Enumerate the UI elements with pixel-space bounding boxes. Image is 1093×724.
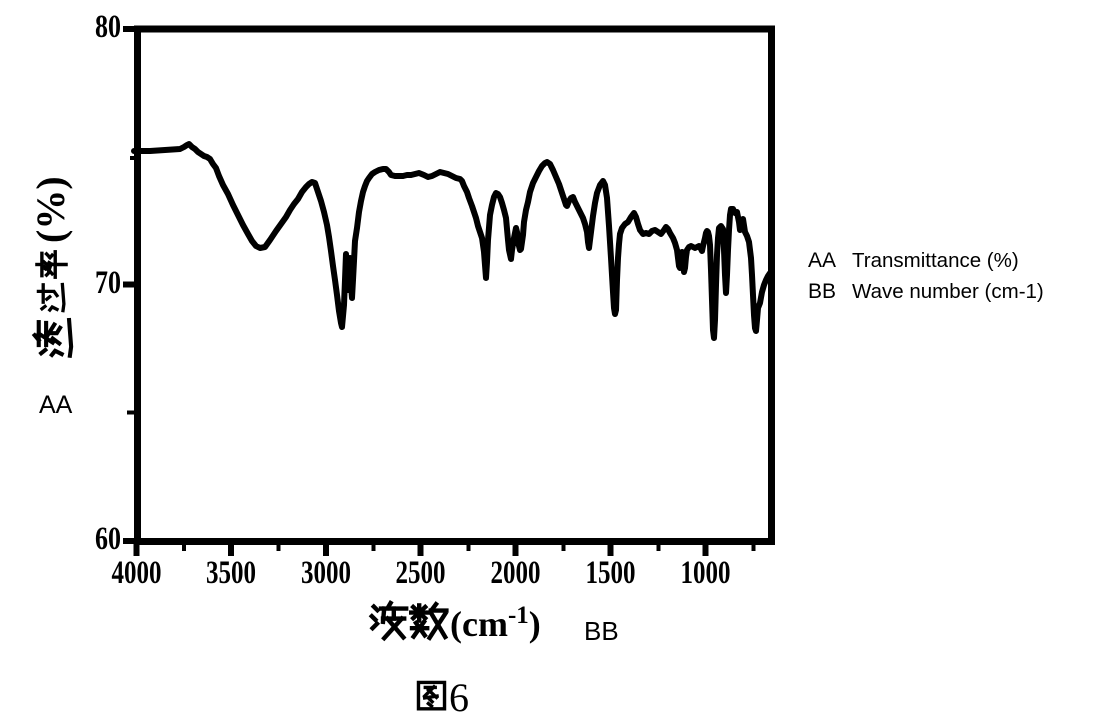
svg-text:2500: 2500 bbox=[396, 555, 446, 591]
svg-text:70: 70 bbox=[95, 265, 121, 301]
svg-text:AA: AA bbox=[808, 249, 836, 272]
svg-text:1000: 1000 bbox=[681, 555, 731, 591]
svg-text:6: 6 bbox=[449, 675, 469, 720]
svg-text:3000: 3000 bbox=[301, 555, 351, 591]
svg-text:Wave number (cm-1): Wave number (cm-1) bbox=[852, 280, 1044, 303]
svg-text:1500: 1500 bbox=[586, 555, 636, 591]
svg-text:BB: BB bbox=[584, 616, 619, 646]
svg-text:Transmittance (%): Transmittance (%) bbox=[852, 249, 1019, 272]
svg-text:(%): (%) bbox=[28, 176, 73, 243]
svg-text:BB: BB bbox=[808, 280, 836, 303]
svg-text:3500: 3500 bbox=[206, 555, 256, 591]
svg-text:AA: AA bbox=[39, 391, 73, 419]
svg-text:80: 80 bbox=[95, 9, 121, 45]
svg-text:(cm-1): (cm-1) bbox=[450, 602, 541, 644]
svg-text:4000: 4000 bbox=[112, 555, 162, 591]
svg-text:60: 60 bbox=[95, 521, 121, 557]
svg-text:2000: 2000 bbox=[491, 555, 541, 591]
